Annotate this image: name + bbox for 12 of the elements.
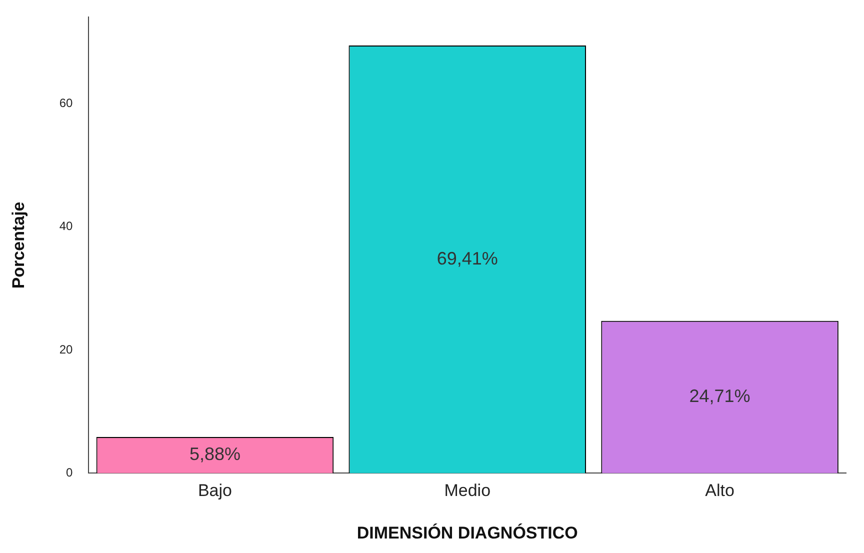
x-tick-label: Alto (705, 481, 734, 500)
data-label: 5,88% (189, 444, 240, 464)
x-tick-label: Bajo (198, 481, 232, 500)
y-tick-label: 0 (66, 466, 74, 480)
data-label: 69,41% (436, 248, 498, 268)
y-tick-label: 60 (59, 96, 74, 110)
y-tick-label: 40 (59, 219, 74, 234)
x-tick-label: Medio (444, 481, 491, 500)
x-axis-title: DIMENSIÓN DIAGNÓSTICO (356, 522, 578, 542)
data-label: 24,71% (689, 386, 750, 406)
y-tick-label: 20 (59, 342, 74, 356)
y-axis-title: Porcentaje (8, 202, 28, 289)
